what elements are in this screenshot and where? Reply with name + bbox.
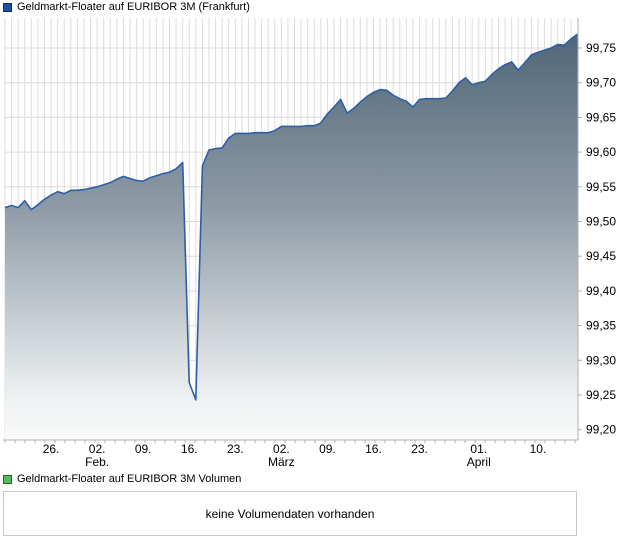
svg-text:99,30: 99,30 — [586, 353, 616, 367]
svg-text:09.: 09. — [319, 442, 336, 456]
svg-text:99,75: 99,75 — [586, 41, 616, 55]
svg-text:26.: 26. — [43, 442, 60, 456]
svg-text:April: April — [467, 455, 491, 469]
price-chart-svg: 99,75 99,70 99,65 99,60 99,55 99,50 99,45 99,40… — [3, 18, 616, 469]
svg-text:09.: 09. — [135, 442, 152, 456]
svg-text:99,55: 99,55 — [586, 180, 616, 194]
svg-text:99,45: 99,45 — [586, 249, 616, 263]
svg-text:16.: 16. — [365, 442, 382, 456]
legend-volume-series: Geldmarkt-Floater auf EURIBOR 3M Volumen — [3, 474, 241, 485]
svg-text:99,25: 99,25 — [586, 388, 616, 402]
price-series-swatch-icon — [3, 3, 12, 12]
svg-text:März: März — [268, 455, 295, 469]
chart-axes — [3, 18, 582, 443]
svg-text:99,60: 99,60 — [586, 145, 616, 159]
svg-text:Feb.: Feb. — [85, 455, 109, 469]
volume-panel: keine Volumendaten vorhanden — [3, 491, 577, 536]
price-area-fill — [5, 34, 578, 440]
legend-price-label: Geldmarkt-Floater auf EURIBOR 3M (Frankf… — [17, 1, 250, 13]
svg-text:23.: 23. — [227, 442, 244, 456]
svg-text:01.: 01. — [470, 442, 487, 456]
svg-text:99,65: 99,65 — [586, 110, 616, 124]
price-line — [4, 33, 578, 401]
legend-volume-label: Geldmarkt-Floater auf EURIBOR 3M Volumen — [17, 473, 242, 485]
svg-text:99,40: 99,40 — [586, 284, 616, 298]
volume-series-swatch-icon — [3, 475, 12, 484]
volume-message: keine Volumendaten vorhanden — [205, 506, 375, 521]
svg-text:99,70: 99,70 — [586, 76, 616, 90]
svg-text:02.: 02. — [89, 442, 106, 456]
svg-text:02.: 02. — [273, 442, 290, 456]
svg-text:99,50: 99,50 — [586, 215, 616, 229]
svg-text:10.: 10. — [530, 442, 547, 456]
svg-text:99,20: 99,20 — [586, 423, 616, 437]
svg-text:99,35: 99,35 — [586, 319, 616, 333]
svg-text:16.: 16. — [181, 442, 198, 456]
y-axis-labels: 99,75 99,70 99,65 99,60 99,55 99,50 99,45 99,40… — [586, 41, 616, 437]
svg-text:23.: 23. — [411, 442, 428, 456]
legend-price-series: Geldmarkt-Floater auf EURIBOR 3M (Frankf… — [3, 2, 250, 13]
